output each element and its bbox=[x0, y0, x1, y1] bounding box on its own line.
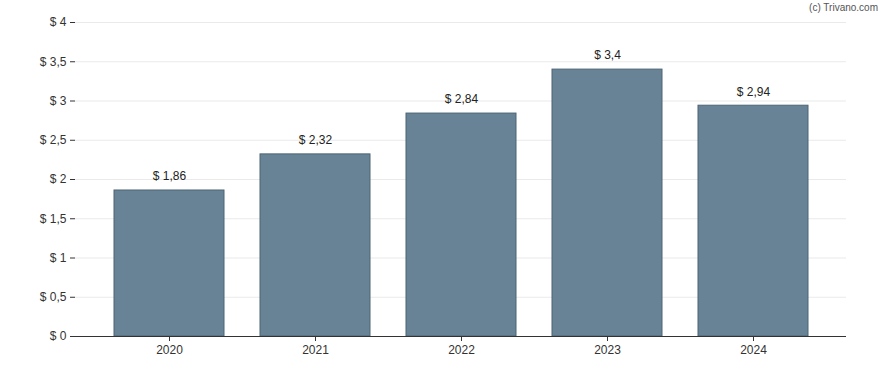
svg-text:2020: 2020 bbox=[156, 343, 183, 357]
svg-text:2023: 2023 bbox=[594, 343, 621, 357]
svg-text:$ 1,86: $ 1,86 bbox=[153, 169, 187, 183]
svg-text:$ 3,4: $ 3,4 bbox=[594, 48, 621, 62]
html-text:(c) Trivano.com: (c) Trivano.com bbox=[809, 2, 878, 13]
svg-text:$ 0,5: $ 0,5 bbox=[40, 290, 67, 304]
svg-text:$ 3: $ 3 bbox=[50, 94, 67, 108]
svg-text:$ 4: $ 4 bbox=[50, 15, 67, 29]
svg-text:$ 2,32: $ 2,32 bbox=[299, 133, 333, 147]
svg-text:2021: 2021 bbox=[302, 343, 329, 357]
svg-text:2022: 2022 bbox=[448, 343, 475, 357]
svg-text:2024: 2024 bbox=[740, 343, 767, 357]
svg-text:$ 1,5: $ 1,5 bbox=[40, 212, 67, 226]
svg-text:$ 2,84: $ 2,84 bbox=[445, 92, 479, 106]
svg-text:$ 2: $ 2 bbox=[50, 172, 67, 186]
svg-text:$ 2,94: $ 2,94 bbox=[737, 85, 771, 99]
svg-text:$ 3,5: $ 3,5 bbox=[40, 55, 67, 69]
svg-text:$ 2,5: $ 2,5 bbox=[40, 133, 67, 147]
svg-text:$ 1: $ 1 bbox=[50, 251, 67, 265]
svg-text:$ 0: $ 0 bbox=[50, 329, 67, 343]
